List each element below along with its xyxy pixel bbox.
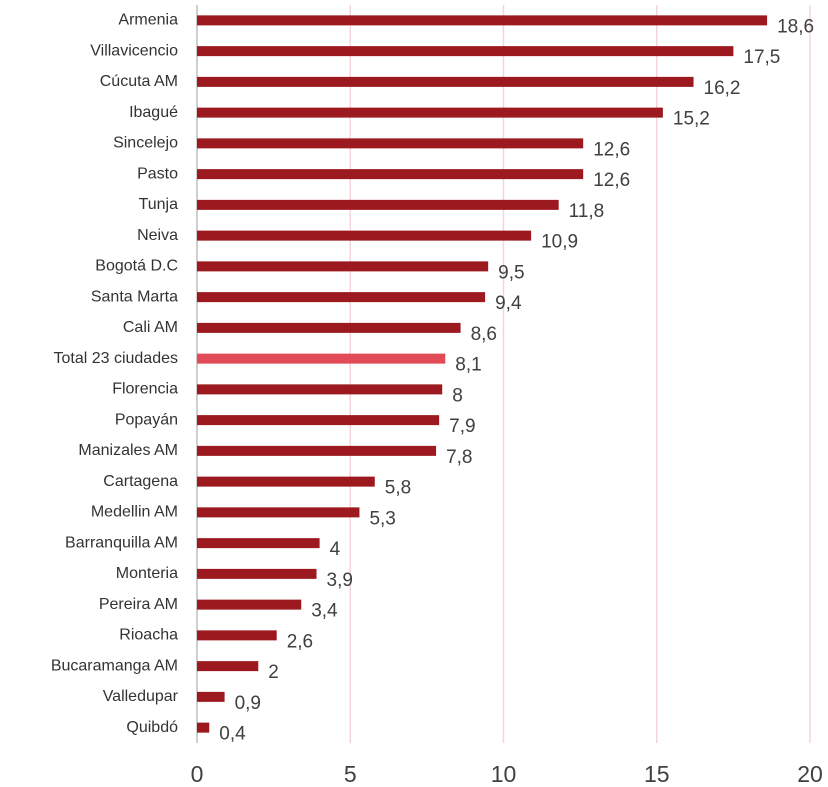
- value-label: 18,6: [777, 16, 814, 37]
- x-tick-label: 5: [344, 761, 357, 787]
- bar: [197, 76, 694, 87]
- y-tick-label: Sincelejo: [113, 135, 178, 152]
- value-label: 12,6: [593, 139, 630, 160]
- bar: [197, 169, 584, 180]
- y-tick-label: Armenia: [118, 12, 178, 29]
- value-label: 15,2: [673, 109, 710, 130]
- bar: [197, 107, 663, 118]
- bar: [197, 292, 486, 303]
- bar: [197, 322, 461, 333]
- y-tick-label: Neiva: [137, 227, 178, 244]
- y-tick-label: Manizales AM: [78, 442, 178, 459]
- x-tick-label: 20: [797, 761, 823, 787]
- value-label: 16,2: [704, 78, 741, 99]
- y-tick-label: Santa Marta: [91, 288, 178, 305]
- y-tick-label: Villavicencio: [90, 42, 178, 59]
- y-tick-label: Medellin AM: [91, 504, 178, 521]
- bar: [197, 722, 210, 733]
- bar: [197, 199, 559, 210]
- value-label: 5,3: [369, 508, 395, 529]
- x-tick-label: 15: [644, 761, 670, 787]
- y-tick-label: Barranquilla AM: [65, 534, 178, 551]
- y-tick-label: Pasto: [137, 165, 178, 182]
- bar: [197, 568, 317, 579]
- bar: [197, 46, 734, 57]
- value-label: 8,1: [455, 355, 481, 376]
- value-label: 8,6: [471, 324, 497, 345]
- y-tick-label: Cali AM: [123, 319, 178, 336]
- y-tick-label: Rioacha: [119, 627, 178, 644]
- value-label: 3,4: [311, 601, 338, 622]
- value-label: 8: [452, 385, 463, 406]
- bar: [197, 538, 320, 549]
- value-label: 2,6: [287, 631, 313, 652]
- bar: [197, 384, 443, 395]
- bar: [197, 261, 489, 272]
- value-label: 4: [330, 539, 341, 560]
- bar: [197, 15, 768, 26]
- bar: [197, 415, 440, 426]
- y-tick-label: Cúcuta AM: [100, 73, 178, 90]
- y-tick-label: Quibdó: [126, 719, 178, 736]
- value-label: 7,8: [446, 447, 472, 468]
- y-tick-label: Total 23 ciudades: [53, 350, 178, 367]
- value-label: 7,9: [449, 416, 475, 437]
- bar: [197, 230, 532, 241]
- x-tick-label: 0: [191, 761, 204, 787]
- bar: [197, 476, 375, 487]
- y-tick-label: Bucaramanga AM: [51, 657, 178, 674]
- value-label: 9,5: [498, 262, 524, 283]
- bar: [197, 445, 437, 456]
- y-tick-label: Pereira AM: [99, 596, 178, 613]
- value-label: 0,9: [235, 693, 261, 714]
- bar: [197, 599, 302, 610]
- value-label: 11,8: [569, 201, 605, 222]
- bar: [197, 353, 446, 364]
- value-label: 17,5: [743, 47, 780, 68]
- value-label: 5,8: [385, 478, 411, 499]
- value-label: 3,9: [327, 570, 353, 591]
- value-label: 9,4: [495, 293, 522, 314]
- bar: [197, 507, 360, 518]
- y-tick-label: Bogotá D.C: [95, 258, 178, 275]
- y-tick-label: Popayán: [115, 411, 178, 428]
- y-tick-label: Tunja: [139, 196, 179, 213]
- y-tick-label: Cartagena: [103, 473, 178, 490]
- bar: [197, 138, 584, 149]
- value-label: 2: [268, 662, 279, 683]
- value-label: 0,4: [219, 724, 246, 745]
- y-tick-label: Valledupar: [103, 688, 179, 705]
- y-tick-label: Florencia: [112, 381, 178, 398]
- x-tick-label: 10: [491, 761, 517, 787]
- bar: [197, 691, 225, 702]
- bar: [197, 661, 259, 672]
- value-label: 12,6: [593, 170, 630, 191]
- bar: [197, 630, 277, 641]
- y-tick-label: Monteria: [116, 565, 178, 582]
- y-tick-label: Ibagué: [129, 104, 178, 121]
- value-label: 10,9: [541, 232, 578, 253]
